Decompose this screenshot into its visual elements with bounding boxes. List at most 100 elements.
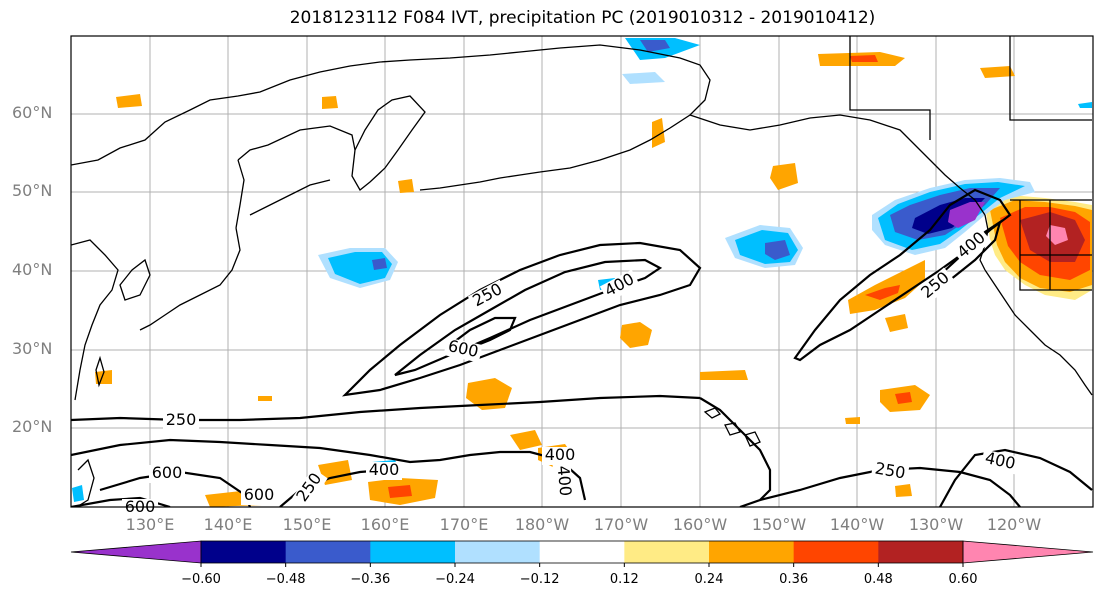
korea-coastline	[119, 258, 151, 301]
precip-patch-arctic-light	[622, 72, 665, 84]
us-state-borders	[1019, 200, 1092, 291]
hawaii-island-a	[703, 407, 722, 419]
precip-patch-gulf-alaska-purple	[948, 202, 985, 228]
lon-label: 150°E	[282, 515, 332, 534]
precip-patch-hawaii-b	[510, 430, 542, 450]
precip-patch-tropics-d	[895, 484, 912, 497]
coastlines-layer	[71, 36, 1093, 506]
precip-patch-subtrop-a-red	[895, 392, 912, 404]
philippines-coastline	[77, 458, 95, 506]
colorbar-tick-label: 0.48	[863, 572, 893, 587]
lon-label: 140°E	[203, 515, 253, 534]
colorbar-tick-label: 0.24	[694, 572, 724, 587]
precip-patch-tropics-e	[845, 417, 860, 424]
contour-label-bg	[952, 227, 992, 265]
lat-label: 30°N	[12, 339, 53, 358]
ivt-contour-400-central	[394, 258, 663, 377]
precip-patch-kamchatka	[398, 179, 414, 193]
colorbar-tick-label: 0.12	[609, 572, 639, 587]
precip-patch-small-cyan-d	[72, 485, 84, 502]
lon-label: 150°W	[751, 515, 807, 534]
precip-patch-okhotsk-a	[116, 94, 142, 108]
contour-label-bg	[149, 465, 185, 483]
kamchatka-coastline	[351, 95, 426, 191]
ivt-contour-250-east-south	[759, 466, 1021, 507]
ivt-contour-label: 400	[545, 445, 576, 464]
asia-coastline	[71, 47, 561, 166]
colorbar-segment	[793, 541, 879, 563]
colorbar-tick-label: −0.24	[435, 572, 475, 587]
lon-label: 170°E	[439, 515, 489, 534]
precip-patch-okhotsk-b	[322, 96, 338, 109]
map-frame	[70, 35, 1094, 508]
contour-label-bg	[443, 337, 483, 363]
alaska-coastline	[539, 44, 711, 173]
contour-label-bg	[599, 269, 641, 303]
alaska-south-coastline	[689, 114, 986, 216]
precipitation-fill-layer	[72, 38, 1092, 507]
lon-label: 170°W	[593, 515, 649, 534]
graticule	[71, 36, 1093, 507]
precip-patch-arctic-a-red	[850, 55, 878, 62]
us-west-coastline	[984, 269, 1093, 396]
ivt-contour-250-south-b	[699, 397, 772, 507]
hawaii-island-b	[724, 422, 741, 436]
lat-label: 20°N	[12, 417, 53, 436]
ivt-contour-label: 600	[244, 485, 275, 504]
hawaii-island-c	[744, 431, 761, 447]
lat-label: 60°N	[12, 103, 53, 122]
lon-label: 140°W	[829, 515, 885, 534]
contour-label-bg	[467, 279, 509, 313]
map-title: 2018123112 F084 IVT, precipitation PC (2…	[289, 8, 876, 28]
precip-patch-arctic-b	[980, 66, 1015, 78]
colorbar-extend-low	[70, 540, 202, 564]
precip-patch-hawaii-a	[466, 378, 512, 410]
contour-label-bg	[241, 487, 277, 505]
colorbar-tick-label: −0.48	[265, 572, 306, 587]
precip-patch-arctic-blue	[640, 40, 670, 52]
lon-label: 120°W	[986, 515, 1042, 534]
colorbar-frame	[200, 540, 964, 564]
precip-patch-tropics-g	[258, 396, 272, 401]
colorbar-segment	[539, 541, 625, 563]
lon-label: 180°W	[514, 515, 570, 534]
colorbar-segment	[709, 541, 795, 563]
contour-label-bg	[870, 460, 910, 484]
lon-label: 130°W	[908, 515, 964, 534]
contour-label-bg	[916, 267, 956, 305]
colorbar-extend-high	[962, 540, 1094, 564]
lon-label: 160°E	[360, 515, 410, 534]
contour-label-bg	[163, 412, 199, 430]
lat-label: 40°N	[12, 260, 53, 279]
aleutians-coastline	[419, 171, 541, 191]
precip-patch-coast-ribbon-red	[865, 285, 900, 300]
colorbar-segment	[455, 541, 541, 563]
ivt-contour-label: 600	[152, 463, 183, 482]
precip-patch-30n	[620, 322, 652, 348]
lon-label: 130°E	[125, 515, 175, 534]
china-coastline	[71, 239, 119, 401]
precip-patch-west-pacific-blue	[372, 258, 387, 270]
ivt-contour-label: 400	[369, 460, 400, 479]
colorbar	[70, 540, 1094, 567]
precip-patch-tropics-b-red	[388, 485, 412, 498]
contour-label-bg	[980, 449, 1020, 475]
colorbar-segment	[878, 541, 964, 563]
precip-patch-nw-america-pink	[1046, 225, 1068, 245]
canada-border	[849, 36, 931, 140]
kuril-coastline	[249, 179, 331, 216]
precip-patch-coast-ribbon	[848, 260, 925, 314]
okhotsk-coastline	[237, 125, 356, 161]
contour-label-bg	[292, 468, 328, 508]
ivt-contour-400-east-south	[939, 448, 1093, 507]
precip-patch-40n-mid	[885, 314, 908, 332]
lon-label: 160°W	[672, 515, 728, 534]
colorbar-tick-label: −0.12	[519, 572, 560, 587]
precip-patch-50n	[770, 163, 798, 190]
colorbar-tick-label: −0.36	[350, 572, 391, 587]
colorbar-tick-label: 0.60	[948, 572, 978, 587]
contour-label-bg	[366, 462, 402, 480]
precip-patch-mid-pacific-blue	[765, 240, 790, 260]
japan-coastline	[139, 227, 241, 331]
